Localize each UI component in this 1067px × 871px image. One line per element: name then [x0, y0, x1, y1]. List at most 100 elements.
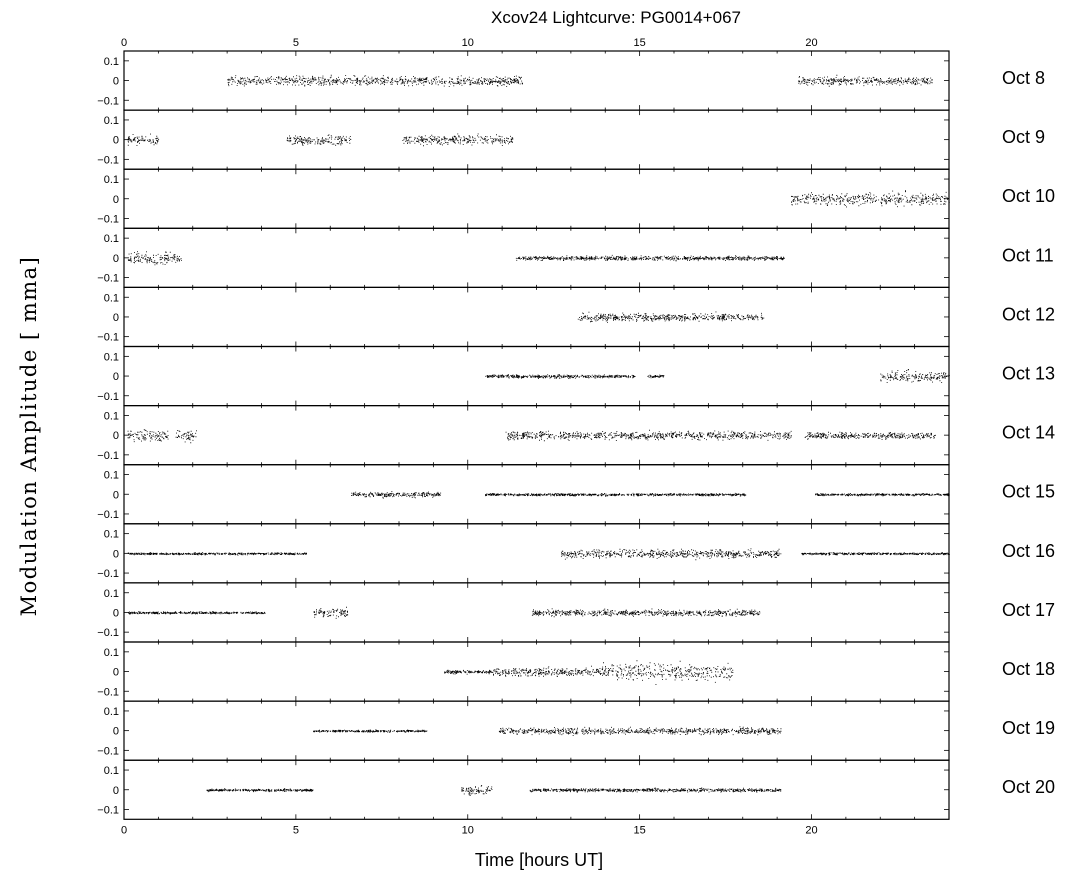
panel-oct-8: 0.1 0 −0.1 Oct 8: [97, 50, 1045, 111]
data-points: [561, 548, 782, 561]
x-tick-label-bottom: 20: [805, 824, 817, 836]
data-segment: [791, 190, 950, 208]
panel-frame: [123, 50, 950, 111]
data-segment: [815, 493, 950, 497]
data-segment: [531, 608, 761, 618]
data-points: [128, 611, 266, 615]
y-tick-label: −0.1: [97, 154, 119, 166]
data-points: [801, 552, 950, 556]
y-tick-label: 0.1: [104, 115, 119, 127]
data-segment: [227, 74, 523, 87]
data-points: [351, 491, 442, 499]
y-tick-label: −0.1: [97, 450, 119, 462]
data-points: [815, 493, 950, 497]
panel-oct-16: 0.1 0 −0.1 Oct 16: [97, 523, 1055, 584]
y-tick-label: 0.1: [104, 706, 119, 718]
data-points: [175, 430, 197, 444]
data-segment: [804, 431, 936, 440]
data-segment: [880, 369, 950, 383]
y-tick-label: −0.1: [97, 627, 119, 639]
panel-oct-12: 0.1 0 −0.1 Oct 12: [97, 286, 1055, 348]
data-points: [127, 429, 169, 443]
panel-oct-9: 0.1 0 −0.1 Oct 9: [97, 109, 1045, 170]
x-tick-label-bottom: 0: [121, 824, 127, 836]
data-segment: [529, 787, 782, 793]
y-tick-label: 0: [113, 548, 119, 560]
x-tick-label-top: 20: [805, 37, 817, 49]
y-tick-label: 0: [113, 76, 119, 88]
data-points: [531, 608, 761, 618]
data-points: [461, 785, 493, 796]
y-tick-label: −0.1: [97, 509, 119, 521]
data-segment: [515, 254, 785, 262]
panel-oct-14: 0.1 0 −0.1 Oct 14: [97, 405, 1055, 466]
data-points: [313, 606, 349, 619]
day-label: Oct 9: [1002, 127, 1045, 147]
data-points: [791, 190, 950, 208]
data-segment: [175, 430, 197, 444]
data-points: [127, 251, 182, 266]
x-tick-label-bottom: 5: [293, 824, 299, 836]
y-tick-label: 0: [113, 371, 119, 383]
data-points: [880, 369, 950, 383]
day-label: Oct 11: [1002, 245, 1054, 265]
panel-frame: [123, 109, 950, 170]
x-tick-label-bottom: 15: [634, 824, 646, 836]
data-segment: [505, 429, 792, 442]
y-tick-label: −0.1: [97, 213, 119, 225]
y-tick-label: 0: [113, 785, 119, 797]
data-segment: [286, 134, 352, 146]
chart-title: Xcov24 Lightcurve: PG0014+067: [491, 8, 741, 27]
x-tick-label-top: 0: [121, 37, 127, 49]
panel-oct-19: 0.1 0 −0.1 Oct 19: [97, 700, 1055, 761]
panel-frame: [123, 286, 950, 348]
y-tick-label: 0: [113, 607, 119, 619]
y-tick-label: 0.1: [104, 410, 119, 422]
y-tick-label: −0.1: [97, 804, 119, 816]
data-segment: [127, 133, 160, 146]
data-points: [402, 133, 514, 147]
x-axis-label: Time [hours UT]: [475, 850, 603, 870]
data-segment: [498, 727, 579, 736]
data-points: [577, 311, 765, 323]
y-tick-label: −0.1: [97, 95, 119, 107]
data-segment: [485, 492, 747, 497]
y-tick-label: 0.1: [104, 588, 119, 600]
day-label: Oct 14: [1002, 423, 1055, 443]
data-points: [647, 374, 665, 379]
bottom-x-tick-labels: 0 5 10 15 20: [121, 824, 818, 836]
y-tick-label: 0.1: [104, 233, 119, 245]
y-tick-label: 0.1: [104, 292, 119, 304]
data-segment: [485, 374, 636, 379]
data-segment: [127, 251, 182, 266]
y-tick-label: 0.1: [104, 351, 119, 363]
y-axis-label: Modulation Amplitude [ mma]: [17, 256, 41, 617]
data-points: [529, 787, 782, 793]
data-points: [127, 552, 308, 556]
panel-oct-17: 0.1 0 −0.1 Oct 17: [97, 582, 1055, 643]
data-segment: [351, 491, 442, 499]
data-points: [286, 134, 352, 146]
y-tick-label: −0.1: [97, 745, 119, 757]
day-label: Oct 17: [1002, 600, 1055, 620]
y-tick-label: 0: [113, 430, 119, 442]
panel-oct-15: 0.1 0 −0.1 Oct 15: [97, 464, 1055, 525]
day-label: Oct 15: [1002, 482, 1055, 502]
data-segment: [798, 74, 933, 87]
y-tick-label: 0: [113, 667, 119, 679]
y-tick-label: −0.1: [97, 273, 119, 285]
data-segment: [561, 548, 782, 561]
data-points: [581, 726, 782, 736]
y-tick-label: 0: [113, 489, 119, 501]
data-points: [227, 74, 523, 87]
y-tick-label: −0.1: [97, 686, 119, 698]
y-tick-label: 0.1: [104, 56, 119, 68]
day-label: Oct 10: [1002, 186, 1055, 206]
data-points: [206, 788, 314, 793]
day-label: Oct 18: [1002, 659, 1055, 679]
y-tick-label: 0: [113, 726, 119, 738]
data-points: [798, 74, 933, 87]
day-label: Oct 13: [1002, 364, 1055, 384]
data-points: [498, 727, 579, 736]
